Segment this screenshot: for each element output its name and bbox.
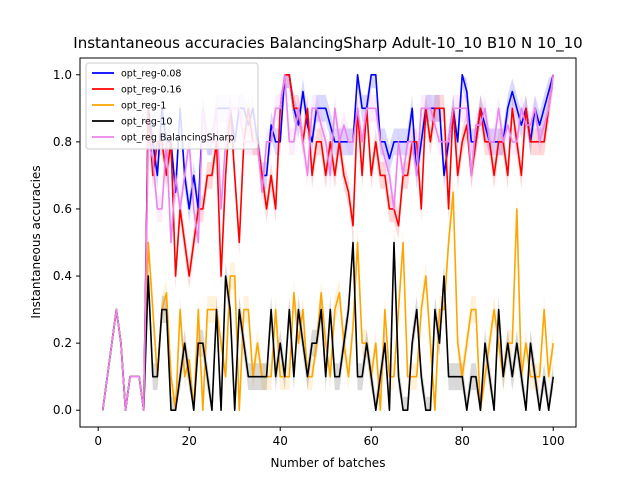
x-tick-label-1: 20 xyxy=(182,434,197,448)
x-tick-label-2: 40 xyxy=(273,434,288,448)
y-axis-label: Instantaneous accuracies xyxy=(29,165,43,318)
legend-label-0: opt_reg-0.08 xyxy=(121,69,181,80)
y-tick-label-4: 0.8 xyxy=(53,135,72,149)
legend-label-3: opt_reg-10 xyxy=(121,117,172,128)
series-line-3 xyxy=(101,241,555,412)
y-tick-label-0: 0.0 xyxy=(53,403,72,417)
x-tick-label-5: 100 xyxy=(542,434,565,448)
x-tick-label-0: 0 xyxy=(94,434,102,448)
series-lines xyxy=(101,73,555,412)
y-tick-label-3: 0.6 xyxy=(53,202,72,216)
series-line-2 xyxy=(101,191,555,412)
plot-frame xyxy=(79,57,577,428)
legend-label-2: opt_reg-1 xyxy=(121,101,166,112)
series-line-4 xyxy=(101,73,555,412)
y-axis-ticks: 0.0 0.2 0.4 0.6 0.8 1.0 xyxy=(53,68,80,417)
legend: opt_reg-0.08 opt_reg-0.16 opt_reg-1 opt_reg… xyxy=(85,62,259,150)
y-tick-label-2: 0.4 xyxy=(53,269,72,283)
y-tick-label-5: 1.0 xyxy=(53,68,72,82)
chart-title: Instantaneous accuracies BalancingSharp … xyxy=(73,34,582,53)
x-tick-label-3: 60 xyxy=(364,434,379,448)
band-1 xyxy=(102,74,554,411)
legend-box xyxy=(85,62,259,150)
legend-label-1: opt_reg-0.16 xyxy=(121,85,181,96)
legend-label-4: opt_reg BalancingSharp xyxy=(121,133,234,144)
x-tick-label-4: 80 xyxy=(455,434,470,448)
y-tick-label-1: 0.2 xyxy=(53,336,72,350)
x-axis-ticks: 0 20 40 60 80 100 xyxy=(94,427,565,448)
x-axis-label: Number of batches xyxy=(271,456,386,470)
